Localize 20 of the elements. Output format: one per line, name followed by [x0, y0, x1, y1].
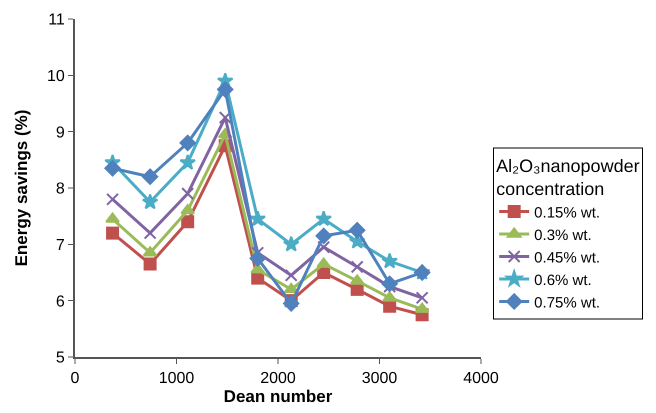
x-axis-title: Dean number — [224, 387, 333, 406]
legend-label: 0.3% wt. — [534, 226, 592, 244]
legend-label: 0.6% wt. — [534, 272, 592, 289]
legend-label: 0.15% wt. — [534, 204, 600, 222]
y-tick-label: 10 — [47, 68, 65, 85]
x-tick-label: 3000 — [362, 370, 398, 388]
x-tick-label: 1000 — [158, 370, 194, 388]
x-tick-label: 4000 — [463, 370, 499, 388]
y-axis-title: Energy savings (%) — [12, 110, 32, 266]
y-tick-label: 5 — [56, 350, 65, 367]
legend-label: 0.75% wt. — [534, 294, 600, 312]
y-tick-label: 7 — [56, 236, 65, 254]
x-tick-label: 0 — [70, 370, 80, 388]
y-tick-label: 6 — [56, 293, 65, 310]
y-tick-label: 11 — [48, 12, 65, 29]
legend-label: 0.45% wt. — [534, 249, 600, 266]
y-tick-label: 8 — [56, 180, 65, 198]
legend-title: Al₂O₃nanopowder concentration — [496, 156, 640, 200]
y-tick-label: 9 — [56, 124, 65, 142]
x-tick-label: 2000 — [260, 370, 296, 388]
